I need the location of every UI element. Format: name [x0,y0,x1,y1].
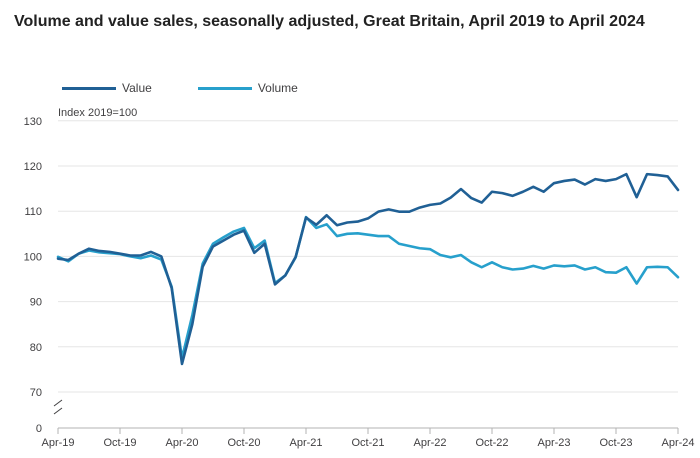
x-tick-label: Oct-19 [103,437,136,449]
y-tick-label: 70 [30,387,42,399]
x-tick-label: Oct-21 [351,437,384,449]
legend-item-volume[interactable]: Volume [197,81,298,95]
x-tick-label: Oct-22 [475,437,508,449]
legend-swatch-volume [197,86,252,90]
legend-label-value: Value [122,81,152,95]
y-tick-label: 90 [30,297,42,309]
legend-label-volume: Volume [257,81,298,95]
axis-break-mark [53,407,63,415]
y-tick-label: 100 [24,251,42,263]
y-tick-label: 80 [30,342,42,354]
series-line-value [56,172,680,366]
y-tick-label: 110 [24,206,42,218]
y-tick-label: 120 [24,161,42,173]
x-tick-label: Apr-20 [165,437,198,449]
legend: Value Volume [62,78,344,98]
y-tick-label: 130 [24,116,42,128]
legend-swatch-value [62,86,116,90]
x-tick-label: Apr-21 [289,437,322,449]
y-axis-label: Index 2019=100 [58,107,137,119]
x-tick-label: Apr-22 [413,437,446,449]
y-tick-label: 0 [36,423,42,435]
legend-item-value[interactable]: Value [62,81,152,95]
x-tick-label: Apr-19 [41,437,74,449]
chart-title: Volume and value sales, seasonally adjus… [14,13,645,30]
x-tick-label: Oct-23 [599,437,632,449]
series-line-volume [56,215,680,360]
axis-break-mark [53,399,63,407]
x-tick-label: Apr-24 [661,437,694,449]
x-tick-label: Apr-23 [537,437,570,449]
x-tick-label: Oct-20 [227,437,260,449]
